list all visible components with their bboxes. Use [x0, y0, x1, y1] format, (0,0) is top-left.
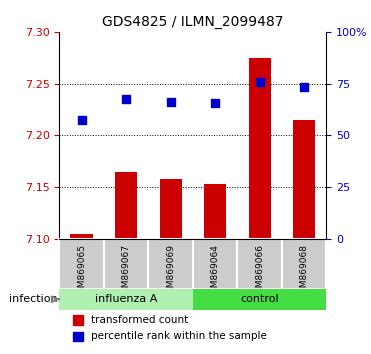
- Bar: [70, 234, 93, 239]
- Point: [301, 84, 307, 90]
- Text: GSM869066: GSM869066: [255, 244, 264, 299]
- Bar: [73, 332, 83, 341]
- Text: percentile rank within the sample: percentile rank within the sample: [91, 331, 267, 342]
- Text: infection: infection: [9, 294, 57, 304]
- Text: influenza A: influenza A: [95, 294, 157, 304]
- FancyBboxPatch shape: [237, 239, 282, 289]
- Bar: [160, 179, 182, 239]
- Point: [257, 79, 263, 85]
- Text: GSM869068: GSM869068: [300, 244, 309, 299]
- Bar: [115, 172, 137, 239]
- FancyBboxPatch shape: [59, 289, 193, 310]
- Point: [168, 99, 174, 105]
- Bar: [249, 58, 271, 239]
- Text: control: control: [240, 294, 279, 304]
- FancyBboxPatch shape: [193, 289, 326, 310]
- Point: [212, 101, 218, 106]
- FancyBboxPatch shape: [148, 239, 193, 289]
- Title: GDS4825 / ILMN_2099487: GDS4825 / ILMN_2099487: [102, 16, 284, 29]
- Bar: [293, 120, 315, 239]
- Text: GSM869064: GSM869064: [211, 244, 220, 299]
- FancyBboxPatch shape: [104, 239, 148, 289]
- Bar: [73, 315, 83, 325]
- FancyBboxPatch shape: [59, 239, 104, 289]
- FancyBboxPatch shape: [282, 239, 326, 289]
- Text: GSM869069: GSM869069: [166, 244, 175, 299]
- Point: [79, 117, 85, 123]
- Text: GSM869067: GSM869067: [122, 244, 131, 299]
- Point: [123, 96, 129, 102]
- FancyBboxPatch shape: [193, 239, 237, 289]
- Text: transformed count: transformed count: [91, 315, 189, 325]
- Text: GSM869065: GSM869065: [77, 244, 86, 299]
- Bar: [204, 184, 226, 239]
